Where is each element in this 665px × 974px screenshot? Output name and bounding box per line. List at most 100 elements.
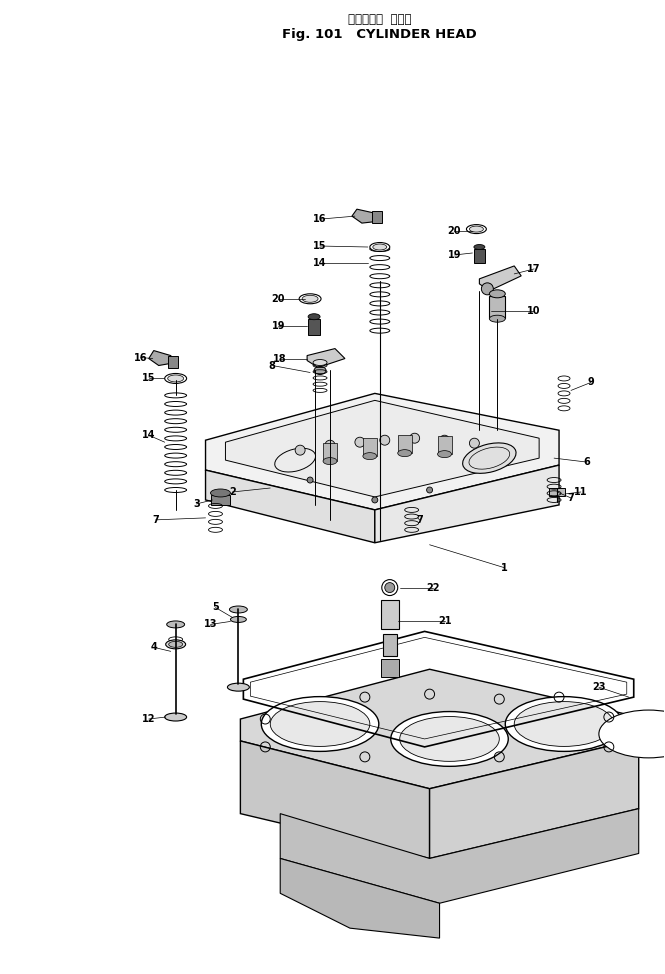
Ellipse shape (270, 701, 370, 746)
Bar (474, 249, 485, 263)
Text: 23: 23 (592, 682, 606, 693)
Bar (438, 436, 452, 454)
Bar (489, 296, 505, 318)
Ellipse shape (363, 453, 377, 460)
Bar (381, 659, 399, 677)
Text: 17: 17 (527, 264, 541, 274)
Ellipse shape (261, 696, 379, 751)
Ellipse shape (227, 683, 249, 692)
Ellipse shape (469, 226, 483, 232)
Ellipse shape (514, 701, 614, 746)
Bar (398, 435, 412, 453)
Ellipse shape (400, 717, 499, 762)
Text: 6: 6 (584, 457, 591, 468)
Text: 5: 5 (212, 603, 219, 613)
Text: 12: 12 (142, 714, 156, 724)
Ellipse shape (168, 375, 184, 382)
Polygon shape (430, 739, 638, 858)
Ellipse shape (313, 359, 327, 365)
Ellipse shape (308, 314, 320, 319)
Polygon shape (240, 741, 430, 858)
Circle shape (440, 435, 450, 445)
Bar (308, 318, 320, 335)
Ellipse shape (489, 290, 505, 298)
Text: 22: 22 (426, 582, 440, 592)
Text: シリンダー  ヘッド: シリンダー ヘッド (348, 14, 412, 26)
Circle shape (295, 445, 305, 455)
Ellipse shape (167, 621, 185, 628)
Polygon shape (479, 266, 521, 291)
Text: 8: 8 (269, 360, 276, 370)
Bar (381, 600, 399, 629)
Text: 9: 9 (588, 378, 595, 388)
Text: 15: 15 (313, 241, 327, 251)
Ellipse shape (505, 696, 623, 751)
Text: 4: 4 (150, 642, 157, 653)
Circle shape (410, 433, 420, 443)
Text: 1: 1 (501, 563, 507, 573)
Ellipse shape (229, 606, 247, 613)
Ellipse shape (169, 641, 183, 648)
Polygon shape (205, 470, 375, 543)
Text: 20: 20 (448, 226, 462, 236)
Ellipse shape (370, 243, 390, 251)
Text: 7: 7 (568, 493, 575, 503)
Text: 2: 2 (229, 487, 236, 497)
Circle shape (380, 435, 390, 445)
Text: 14: 14 (142, 431, 156, 440)
Polygon shape (280, 808, 638, 903)
Text: 19: 19 (271, 320, 285, 331)
Circle shape (372, 497, 378, 503)
Ellipse shape (398, 450, 412, 457)
Text: 7: 7 (152, 515, 159, 525)
Circle shape (325, 440, 335, 450)
Ellipse shape (391, 712, 508, 767)
Ellipse shape (211, 489, 231, 497)
Ellipse shape (299, 294, 321, 304)
Text: 10: 10 (527, 306, 541, 316)
Ellipse shape (373, 244, 387, 250)
Bar (383, 634, 397, 656)
Ellipse shape (302, 295, 318, 302)
Text: 14: 14 (313, 258, 327, 268)
Bar (211, 495, 231, 505)
Polygon shape (352, 209, 380, 223)
Polygon shape (307, 349, 345, 367)
Circle shape (427, 487, 432, 493)
Ellipse shape (314, 366, 326, 374)
Text: 18: 18 (273, 354, 287, 363)
Text: 19: 19 (448, 250, 462, 260)
Ellipse shape (466, 225, 486, 234)
Text: 21: 21 (438, 617, 452, 626)
Text: Fig. 101   CYLINDER HEAD: Fig. 101 CYLINDER HEAD (283, 28, 477, 42)
Bar (363, 438, 377, 456)
Ellipse shape (231, 617, 246, 622)
Ellipse shape (599, 710, 665, 758)
Bar (323, 443, 337, 461)
Text: 16: 16 (313, 214, 327, 224)
Polygon shape (280, 858, 440, 938)
Text: 15: 15 (142, 373, 156, 384)
Circle shape (355, 437, 365, 447)
Text: 11: 11 (574, 487, 588, 497)
Polygon shape (149, 351, 176, 365)
Polygon shape (375, 466, 559, 543)
Circle shape (469, 438, 479, 448)
Ellipse shape (165, 373, 187, 384)
Text: 20: 20 (271, 294, 285, 304)
Polygon shape (205, 393, 559, 510)
Ellipse shape (489, 316, 505, 322)
Bar (549, 488, 565, 496)
Bar (372, 211, 382, 223)
Text: 16: 16 (134, 353, 148, 362)
Ellipse shape (323, 458, 337, 465)
Ellipse shape (474, 244, 485, 249)
Ellipse shape (165, 713, 187, 721)
Ellipse shape (166, 640, 186, 649)
Text: 3: 3 (194, 499, 200, 509)
Circle shape (307, 477, 313, 483)
Text: 13: 13 (203, 619, 217, 629)
Polygon shape (225, 400, 539, 497)
Text: 7: 7 (416, 515, 423, 525)
Circle shape (385, 582, 395, 592)
